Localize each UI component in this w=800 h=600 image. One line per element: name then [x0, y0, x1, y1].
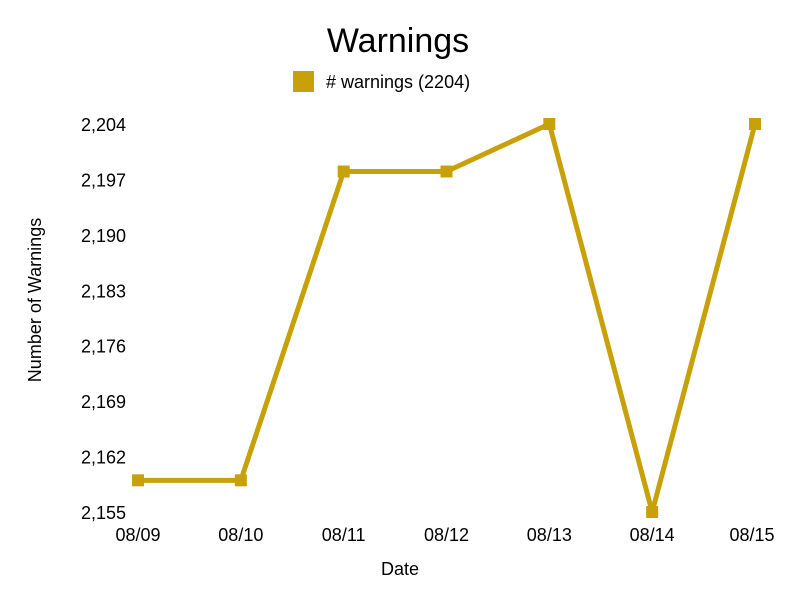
y-axis-ticks: 2,155 2,162 2,169 2,176 2,183 2,190 2,197 2,204 [81, 115, 126, 523]
y-tick-label: 2,190 [81, 226, 126, 246]
x-tick-label: 08/11 [322, 525, 366, 545]
legend: # warnings (2204) [293, 71, 470, 92]
data-point-marker [337, 165, 350, 178]
x-tick-label: 08/14 [630, 525, 675, 545]
legend-label: # warnings (2204) [326, 72, 470, 92]
y-tick-label: 2,176 [81, 337, 126, 357]
y-tick-label: 2,162 [81, 448, 126, 468]
y-axis-label: Number of Warnings [25, 218, 45, 382]
data-point-marker [749, 118, 761, 130]
plot-area [132, 118, 761, 518]
y-tick-label: 2,197 [81, 170, 126, 190]
legend-swatch [293, 71, 314, 92]
x-tick-label: 08/15 [729, 525, 774, 545]
x-axis-ticks: 08/09 08/10 08/11 08/12 08/13 08/14 08/15 [115, 525, 774, 545]
data-point-marker [543, 118, 556, 130]
data-point-marker [646, 506, 659, 518]
data-point-marker [132, 474, 144, 487]
x-axis-label: Date [381, 559, 419, 579]
series-line [138, 121, 758, 515]
y-tick-label: 2,169 [81, 392, 126, 412]
y-tick-label: 2,155 [81, 503, 126, 523]
x-tick-label: 08/13 [527, 525, 572, 545]
data-point-marker [234, 474, 247, 487]
data-point-marker [440, 165, 453, 178]
x-tick-label: 08/09 [115, 525, 160, 545]
chart-title: Warnings [327, 22, 469, 60]
y-tick-label: 2,183 [81, 281, 126, 301]
x-tick-label: 08/10 [218, 525, 263, 545]
y-tick-label: 2,204 [81, 115, 126, 135]
x-tick-label: 08/12 [424, 525, 469, 545]
